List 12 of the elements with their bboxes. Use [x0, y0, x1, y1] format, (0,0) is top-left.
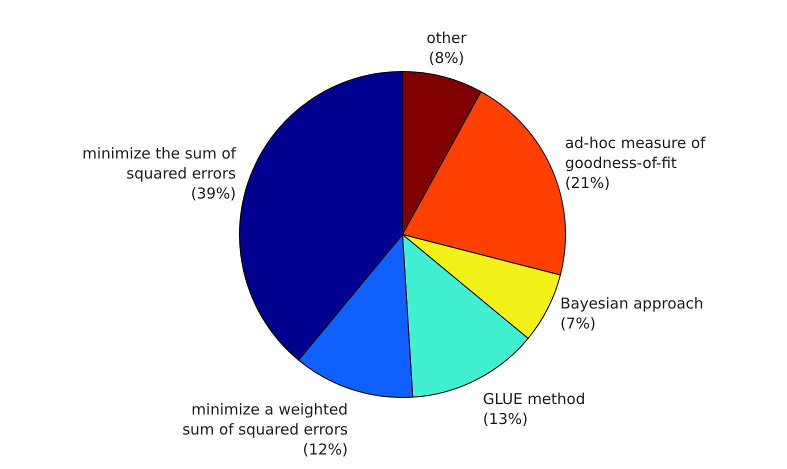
slice-label: minimize a weighted sum of squared errors — [182, 400, 348, 439]
data-label: (13%) — [482, 410, 528, 428]
slice-label: ad-hoc measure of goodness-of-fit — [564, 134, 706, 172]
data-label: (8%) — [428, 48, 464, 67]
data-label: (7%) — [560, 314, 596, 333]
data-label: (12%) — [302, 440, 348, 459]
slice-label: Bayesian approach — [560, 294, 704, 313]
data-label: (21%) — [564, 174, 610, 192]
slice-label: GLUE method — [482, 390, 586, 408]
slice-label: other — [426, 28, 468, 47]
data-label: (39%) — [190, 184, 236, 202]
slice-label: minimize the sum of squared errors — [82, 144, 237, 182]
